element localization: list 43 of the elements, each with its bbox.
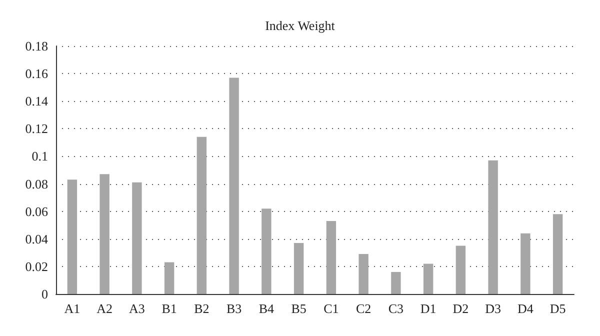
bar [456, 246, 466, 294]
x-tick-label: C1 [324, 301, 339, 316]
y-tick-label: 0.18 [25, 38, 48, 54]
x-tick-label: D5 [550, 301, 566, 316]
x-tick-label: D4 [517, 301, 534, 316]
x-tick-label: D3 [485, 301, 502, 316]
x-tick-label: A3 [128, 301, 145, 316]
bar [358, 254, 368, 294]
bar [164, 262, 174, 294]
bar [326, 220, 336, 294]
y-tick-label: 0.04 [25, 231, 48, 246]
x-tick-label: B3 [226, 301, 242, 316]
x-tick-label: B5 [291, 301, 306, 316]
x-tick-label: B1 [162, 301, 177, 316]
bar [488, 160, 498, 294]
x-tick-label: C2 [356, 301, 372, 316]
bar [552, 214, 563, 294]
bar [67, 180, 78, 294]
bar [229, 78, 239, 294]
chart-title: Index Weight [265, 18, 336, 33]
x-tick-label: B2 [194, 301, 210, 316]
bar [294, 243, 304, 294]
bar [262, 208, 272, 294]
x-tick-label: A1 [64, 301, 80, 316]
y-tick-label: 0 [42, 286, 48, 302]
y-tick-label: 0.16 [25, 66, 48, 82]
y-tick-label: 0.14 [25, 94, 48, 109]
y-tick-label: 0.02 [25, 258, 48, 274]
x-tick-label: C3 [388, 301, 404, 316]
y-tick-label: 0.1 [32, 148, 48, 164]
x-tick-label: D2 [452, 301, 469, 316]
bar [520, 233, 530, 294]
bar [423, 264, 434, 294]
bar [391, 272, 401, 294]
bar [196, 136, 207, 294]
y-tick-label: 0.12 [25, 121, 48, 136]
y-tick-label: 0.06 [25, 204, 48, 219]
x-tick-label: D1 [420, 301, 436, 316]
x-tick-label: A2 [96, 301, 113, 316]
x-tick-label: B4 [258, 301, 275, 316]
y-tick-label: 0.08 [25, 176, 48, 192]
bar [132, 182, 142, 294]
bar [100, 174, 110, 294]
